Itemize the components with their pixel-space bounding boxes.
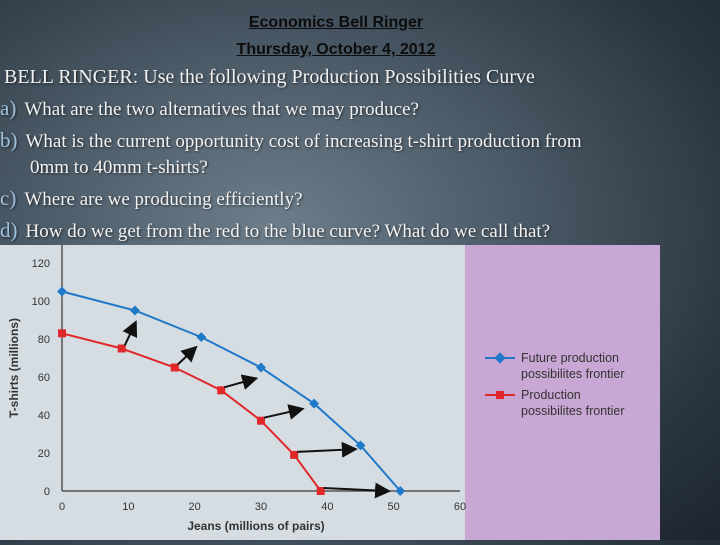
y-tick-label: 60 bbox=[38, 372, 50, 384]
shift-arrows bbox=[122, 320, 392, 499]
legend-label-current: Production possibilites frontier bbox=[521, 388, 625, 418]
shift-arrow bbox=[297, 441, 358, 458]
legend: Future production possibilites frontier P… bbox=[485, 351, 625, 418]
question-letter: d) bbox=[0, 218, 18, 242]
question-text: What is the current opportunity cost of … bbox=[25, 131, 582, 152]
legend-label-future: Future production possibilites frontier bbox=[521, 351, 625, 381]
header-date: Thursday, October 4, 2012 bbox=[236, 41, 436, 58]
x-tick-labels: 0 10 20 30 40 50 60 bbox=[59, 501, 466, 513]
question-letter: c) bbox=[0, 186, 17, 210]
question-d: d) How do we get from the red to the blue… bbox=[0, 218, 720, 243]
current-data-point bbox=[290, 450, 299, 459]
y-tick-label: 40 bbox=[38, 410, 50, 422]
x-tick-label: 40 bbox=[321, 501, 333, 513]
future-data-point bbox=[196, 332, 207, 343]
bell-ringer-prompt: BELL RINGER: Use the following Productio… bbox=[4, 66, 535, 88]
shift-arrow bbox=[323, 482, 392, 499]
question-b-continuation: 0mm to 40mm t-shirts? bbox=[30, 157, 208, 178]
y-axis-label: T-shirts (millions) bbox=[7, 318, 21, 418]
x-axis-label: Jeans (millions of pairs) bbox=[187, 519, 324, 533]
current-data-point bbox=[117, 344, 126, 353]
x-tick-label: 30 bbox=[255, 501, 267, 513]
question-letter: a) bbox=[0, 96, 17, 120]
series-current bbox=[58, 329, 325, 495]
header-title: Economics Bell Ringer bbox=[248, 14, 424, 31]
x-tick-label: 60 bbox=[454, 501, 466, 513]
legend-item-current: Production possibilites frontier bbox=[485, 388, 625, 418]
shift-arrow bbox=[177, 345, 198, 366]
question-text: How do we get from the red to the blue c… bbox=[25, 221, 551, 242]
current-data-point bbox=[217, 386, 226, 395]
legend-marker-current bbox=[496, 391, 504, 399]
x-tick-label: 20 bbox=[189, 501, 201, 513]
shift-arrow bbox=[223, 374, 259, 390]
y-tick-label: 80 bbox=[38, 334, 50, 346]
x-tick-label: 10 bbox=[122, 501, 134, 513]
current-data-point bbox=[316, 487, 325, 495]
shift-arrow bbox=[122, 320, 138, 346]
y-tick-label: 100 bbox=[32, 296, 50, 308]
legend-item-future: Future production possibilites frontier bbox=[485, 351, 625, 381]
shift-arrow bbox=[263, 404, 305, 420]
ppf-chart: 0 20 40 60 80 100 120 0 10 20 30 40 50 60 Jeans (mil… bbox=[0, 245, 660, 540]
y-tick-label: 20 bbox=[38, 448, 50, 460]
x-tick-label: 0 bbox=[59, 501, 65, 513]
question-letter: b) bbox=[0, 128, 18, 152]
question-c: c) Where are we producing efficiently? bbox=[0, 186, 720, 211]
current-data-point bbox=[58, 329, 66, 338]
question-text: Where are we producing efficiently? bbox=[24, 189, 303, 210]
question-b: b) What is the current opportunity cost o… bbox=[0, 128, 720, 153]
y-tick-label: 120 bbox=[32, 258, 50, 270]
current-data-point bbox=[257, 416, 265, 425]
current-data-point bbox=[170, 363, 179, 372]
ppf-chart-svg: 0 20 40 60 80 100 120 0 10 20 30 40 50 60 Jeans (mil… bbox=[0, 245, 660, 540]
x-tick-label: 50 bbox=[388, 501, 400, 513]
y-tick-labels: 0 20 40 60 80 100 120 bbox=[32, 258, 50, 498]
question-text: What are the two alternatives that we ma… bbox=[24, 99, 419, 120]
y-tick-label: 0 bbox=[44, 486, 50, 498]
question-a: a) What are the two alternatives that we … bbox=[0, 96, 720, 121]
